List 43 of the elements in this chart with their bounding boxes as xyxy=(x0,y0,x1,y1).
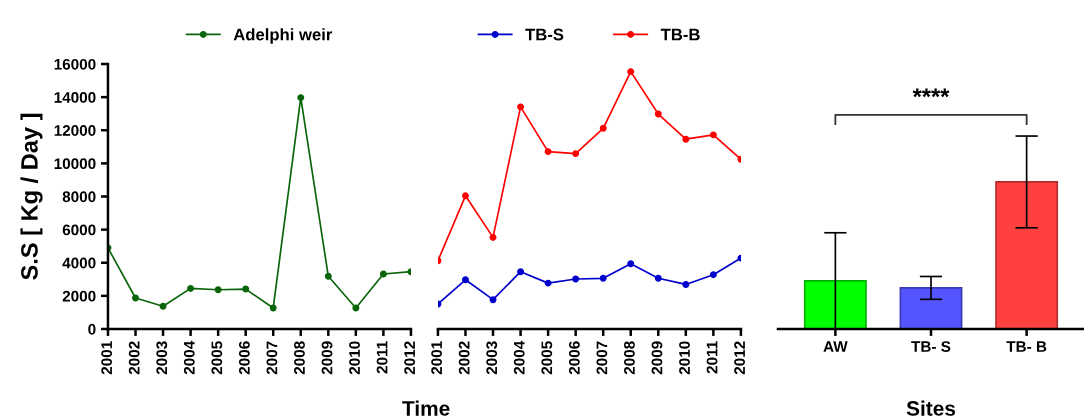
legend-label: TB-B xyxy=(660,28,700,41)
y-tick-label: 14000 xyxy=(54,92,96,103)
x-tick-label: 2004 xyxy=(513,340,525,375)
x-tick-label: 2006 xyxy=(238,341,250,375)
x-tick-label: AW xyxy=(823,341,848,352)
x-tick-label: TB- S xyxy=(911,341,951,353)
x-axis-title: Time xyxy=(402,400,450,416)
x-tick-label: 2008 xyxy=(624,341,635,375)
x-tick-label: 2006 xyxy=(568,341,580,375)
legend-label: TB-S xyxy=(525,28,564,41)
x-tick-label: 2003 xyxy=(486,341,498,375)
y-tick-label: 4000 xyxy=(62,257,96,269)
y-tick-label: 12000 xyxy=(54,125,96,136)
y-tick-label: 0 xyxy=(88,323,96,335)
y-tick-label: 8000 xyxy=(62,191,96,203)
x-tick-label: 2008 xyxy=(294,341,305,375)
y-tick-label: 2000 xyxy=(62,290,96,302)
x-tick-label: 2001 xyxy=(431,341,443,375)
y-tick-label: 10000 xyxy=(54,158,96,170)
annotation: **** xyxy=(912,88,950,98)
x-tick-label: 2011 xyxy=(706,341,718,374)
x-tick-label: 2004 xyxy=(183,340,195,375)
y-tick-label: 16000 xyxy=(54,58,96,70)
y-axis-title: S.S [ Kg / Day ] xyxy=(20,113,43,280)
x-tick-label: 2010 xyxy=(349,341,360,375)
x-tick-label: 2009 xyxy=(321,341,333,375)
x-tick-label: 2011 xyxy=(376,341,388,374)
x-tick-label: 2003 xyxy=(156,341,168,375)
x-tick-label: 2007 xyxy=(596,341,608,375)
x-tick-label: 2005 xyxy=(541,341,553,375)
x-tick-label: 2002 xyxy=(458,341,470,375)
x-tick-label: 2002 xyxy=(128,341,140,375)
y-tick-label: 6000 xyxy=(62,224,96,236)
x-tick-label: 2007 xyxy=(266,341,278,375)
x-tick-label: 2001 xyxy=(101,341,113,375)
x-tick-label: TB- B xyxy=(1006,341,1047,352)
x-tick-label: 2009 xyxy=(651,341,663,375)
x-tick-label: 2005 xyxy=(211,341,223,375)
x-tick-label: 2012 xyxy=(734,341,746,375)
x-tick-label: 2010 xyxy=(679,341,690,375)
x-axis-title: Sites xyxy=(906,400,956,416)
legend-label: Adelphi weir xyxy=(233,28,333,44)
x-tick-label: 2012 xyxy=(404,341,416,375)
